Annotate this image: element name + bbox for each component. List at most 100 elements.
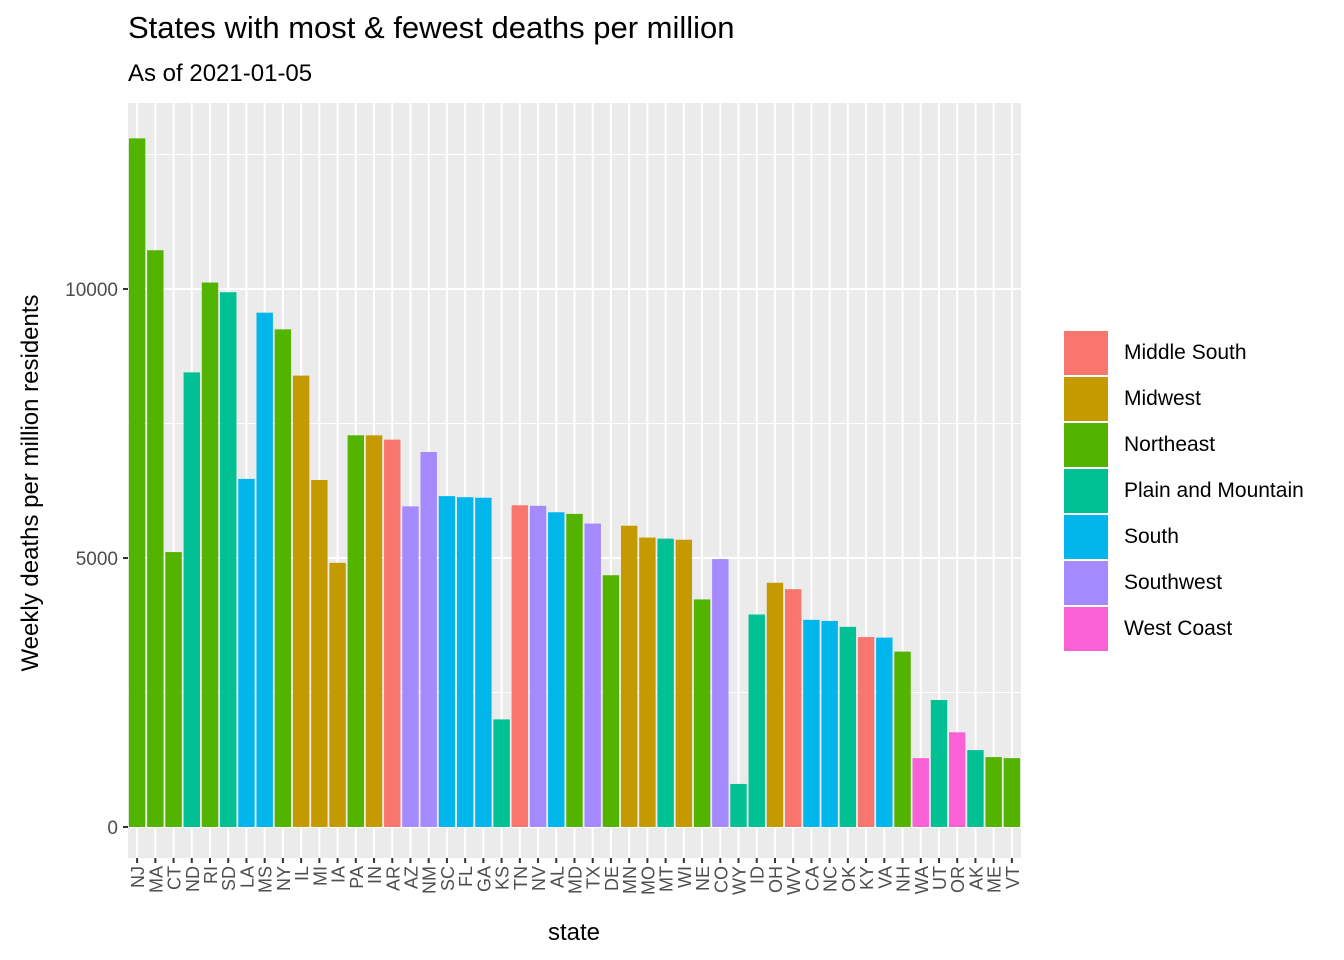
legend-item: Plain and Mountain: [1064, 468, 1304, 514]
bar-ct: [165, 552, 182, 827]
bar-nd: [183, 372, 200, 827]
bar-sc: [438, 496, 456, 827]
bar-ne: [693, 599, 711, 827]
bar-mt: [657, 538, 674, 827]
y-tick-label: 10000: [65, 280, 118, 301]
bar-vt: [1003, 758, 1021, 827]
bar-nc: [821, 620, 838, 827]
bar-nh: [894, 651, 911, 827]
x-tick-label: IL: [292, 866, 312, 881]
bar-la: [238, 478, 255, 827]
bar-md: [566, 513, 583, 827]
legend-label: Middle South: [1124, 341, 1247, 364]
bar-wv: [784, 589, 802, 827]
bar-ky: [857, 637, 875, 827]
x-tick-label: MS: [256, 866, 276, 893]
bar-nj: [128, 138, 146, 828]
y-tick-label: 0: [107, 818, 118, 839]
bar-me: [985, 757, 1002, 827]
x-tick-label: IN: [365, 866, 385, 884]
legend-label: Southwest: [1124, 571, 1223, 594]
x-tick-label: DE: [602, 866, 622, 891]
legend-label: Northeast: [1124, 433, 1216, 456]
legend-swatch: [1064, 561, 1108, 605]
x-tick-label: RI: [201, 866, 221, 884]
x-tick-label: WI: [675, 866, 695, 888]
bar-nv: [529, 505, 547, 827]
x-tick-label: MD: [566, 866, 586, 894]
bar-pa: [347, 435, 365, 827]
bar-sd: [220, 292, 237, 827]
bar-ma: [147, 250, 164, 827]
bar-ok: [839, 626, 857, 827]
x-tick-label: MA: [146, 866, 166, 893]
bar-az: [402, 506, 419, 827]
x-tick-label: MO: [638, 866, 658, 895]
x-tick-label: WA: [912, 866, 932, 894]
bar-wy: [730, 783, 747, 827]
bar-ga: [475, 497, 492, 827]
bar-nm: [420, 452, 437, 827]
x-tick-label: NM: [420, 866, 440, 894]
x-tick-label: IA: [329, 866, 349, 883]
bar-or: [949, 732, 966, 827]
bar-ny: [274, 329, 292, 827]
x-tick-label: PA: [347, 866, 367, 889]
x-tick-label: LA: [237, 866, 257, 888]
bar-wi: [675, 539, 693, 827]
legend-item: Southwest: [1064, 560, 1304, 606]
x-tick-label: GA: [474, 866, 494, 892]
legend-swatch: [1064, 607, 1108, 651]
legend: Middle South Midwest Northeast Plain and Mo…: [1064, 330, 1304, 652]
x-tick-label: AZ: [401, 866, 421, 889]
legend-item: Northeast: [1064, 422, 1304, 468]
x-tick-label: ME: [985, 866, 1005, 893]
bar-mo: [639, 537, 656, 827]
x-tick-label: NJ: [128, 866, 148, 888]
bar-fl: [456, 497, 474, 827]
x-tick-label: WY: [730, 866, 750, 895]
x-tick-label: NC: [821, 866, 841, 892]
legend-swatch: [1064, 423, 1108, 467]
x-tick-label: KS: [493, 866, 513, 890]
x-tick-label: ND: [183, 866, 203, 892]
legend-item: South: [1064, 514, 1304, 560]
x-tick-label: AL: [547, 866, 567, 888]
legend-swatch: [1064, 331, 1108, 375]
legend-label: Midwest: [1124, 387, 1202, 410]
x-tick-label: NY: [274, 866, 294, 891]
bar-ia: [329, 562, 346, 827]
x-tick-label: VT: [1003, 866, 1023, 889]
x-tick-label: NE: [693, 866, 713, 891]
x-tick-label: OH: [766, 866, 786, 893]
y-axis: 0 5000 10000: [65, 280, 128, 839]
legend-item: West Coast: [1064, 606, 1304, 652]
y-tick-label: 5000: [76, 549, 118, 570]
bar-va: [876, 637, 893, 827]
legend-swatch: [1064, 469, 1108, 513]
legend-label: South: [1124, 525, 1179, 548]
x-tick-label: VA: [875, 866, 895, 889]
bar-co: [712, 559, 729, 827]
x-tick-label: ID: [748, 866, 768, 884]
bar-de: [602, 575, 620, 827]
bar-tn: [511, 505, 529, 827]
x-tick-label: MI: [310, 866, 330, 886]
legend-label: West Coast: [1124, 617, 1233, 640]
x-axis: NJMACTNDRISDLAMSNYILMIIAPAINARAZNMSCFLGA…: [128, 858, 1023, 895]
bar-oh: [766, 582, 784, 827]
x-axis-title: state: [548, 919, 600, 946]
bar-in: [365, 435, 383, 827]
bar-ri: [201, 282, 219, 827]
bar-ut: [930, 700, 948, 827]
bar-ar: [384, 439, 401, 827]
legend-label: Plain and Mountain: [1124, 479, 1304, 502]
x-tick-label: CA: [802, 866, 822, 891]
bar-id: [748, 614, 765, 827]
x-tick-label: FL: [456, 866, 476, 887]
x-tick-label: CT: [165, 866, 185, 890]
bar-al: [548, 512, 565, 827]
x-tick-label: SD: [219, 866, 239, 891]
bar-mn: [620, 525, 638, 827]
legend-item: Middle South: [1064, 330, 1304, 376]
